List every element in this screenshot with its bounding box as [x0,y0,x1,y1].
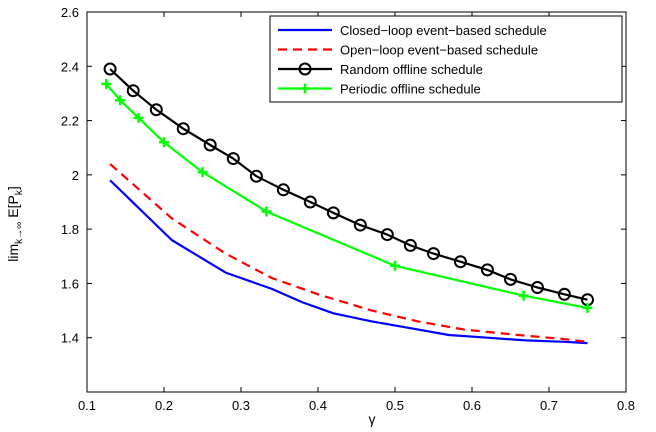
data-point-plus [300,83,310,94]
x-tick-label: 0.4 [309,398,327,413]
data-point-plus [261,206,272,217]
data-point-circle [480,263,494,277]
data-point-circle [276,183,290,197]
data-point-plus [101,78,112,89]
data-point-circle [427,247,440,261]
x-tick-label: 0.2 [155,398,173,413]
series [101,78,593,313]
data-point-circle [303,195,317,209]
legend: Closed−loop event−based schedule Open−loo… [269,15,623,103]
legend-label: Random offline schedule [340,62,483,77]
legend-label: Periodic offline schedule [340,82,481,97]
y-tick-label: 2.6 [61,5,79,20]
data-point-circle [504,272,517,286]
x-tick-label: 0.7 [540,398,558,413]
x-tick-label: 0.3 [232,398,250,413]
series-line [109,179,588,345]
data-point-circle [530,281,544,294]
y-tick-label: 2.2 [61,114,79,129]
series-line [109,163,588,343]
legend-label: Closed−loop event−based schedule [340,23,547,38]
x-tick-label: 0.1 [78,398,96,413]
series [109,179,588,345]
data-point-circle [353,218,367,232]
ticks-layer: 0.1 0.2 0.3 0.4 0.5 0.6 0.7 0.8 1.4 1.6 1.8 2 2.2 2.4… [61,5,635,413]
data-point-plus [518,290,529,301]
y-tick-label: 1.4 [61,331,79,346]
series [109,163,588,343]
data-point-circle [249,169,263,183]
data-point-circle [557,287,571,301]
y-tick-label: 1.6 [61,276,79,291]
data-point-circle [226,152,240,166]
data-point-plus [115,95,126,106]
data-point-circle [453,255,467,269]
y-tick-label: 2 [72,168,79,183]
data-point-circle [176,122,190,136]
data-point-circle [103,62,117,76]
series [103,62,594,307]
x-axis-label: γ [369,411,376,427]
x-tick-label: 0.8 [617,398,635,413]
data-point-plus [582,302,593,313]
x-tick-label: 0.6 [463,398,481,413]
y-tick-label: 2.4 [61,59,79,74]
data-point-plus [390,260,400,271]
data-point-circle [403,238,417,252]
data-point-plus [197,167,208,178]
series-layer [101,62,594,345]
y-axis-label: limk→∞E[Pk] [5,186,25,262]
data-point-circle [149,103,163,117]
x-tick-label: 0.5 [386,398,404,413]
data-point-plus [159,137,169,148]
data-point-circle [126,84,140,98]
y-tick-label: 1.8 [61,222,79,237]
data-point-circle [203,138,217,152]
data-point-circle [380,228,394,242]
svg-text:limk→∞E[Pk]: limk→∞E[Pk] [5,186,25,262]
data-point-plus [133,112,144,123]
legend-label: Open−loop event−based schedule [340,43,538,58]
data-point-circle [298,62,312,76]
data-point-circle [326,206,340,220]
